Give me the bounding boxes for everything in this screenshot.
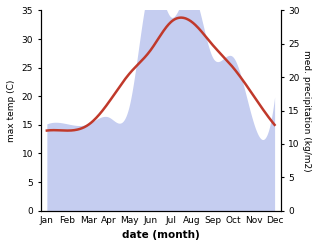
Y-axis label: med. precipitation (kg/m2): med. precipitation (kg/m2): [302, 50, 311, 171]
X-axis label: date (month): date (month): [122, 230, 200, 240]
Y-axis label: max temp (C): max temp (C): [7, 79, 16, 142]
